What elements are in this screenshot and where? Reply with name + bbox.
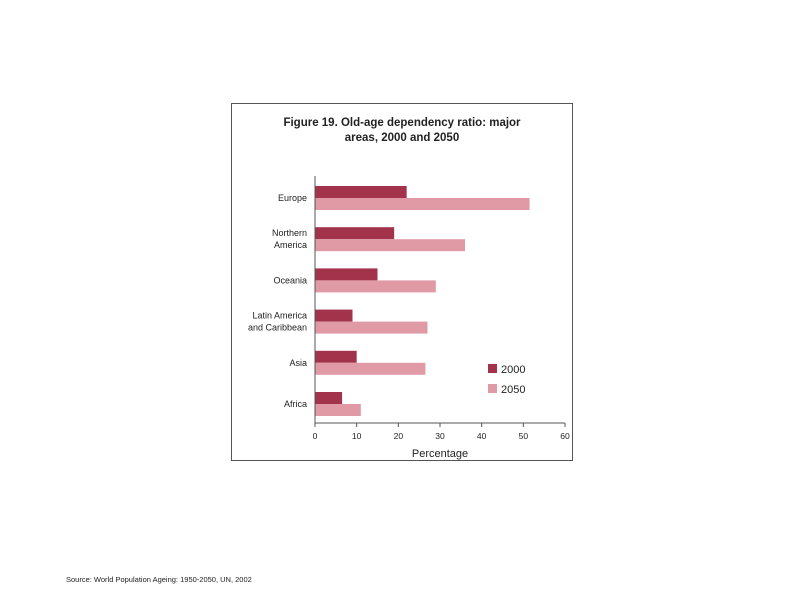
- bar-2000-4: [315, 350, 357, 363]
- x-axis-title: Percentage: [412, 448, 468, 460]
- bar-2050-0: [315, 198, 530, 210]
- bar-2000-3: [315, 309, 353, 322]
- chart-title-line-1: Figure 19. Old-age dependency ratio: maj…: [283, 117, 521, 129]
- x-tick-label-3: 30: [435, 431, 445, 441]
- bar-chart: Figure 19. Old-age dependency ratio: maj…: [248, 117, 570, 460]
- bar-2050-4: [315, 362, 426, 375]
- x-tick-label-1: 10: [352, 431, 362, 441]
- bar-2000-1: [315, 227, 395, 240]
- bar-2000-5: [315, 392, 343, 404]
- category-label-5-0: Africa: [284, 399, 307, 409]
- category-label-3-0: Latin America: [252, 311, 307, 321]
- legend-label-2000: 2000: [501, 364, 525, 376]
- category-label-3-1: and Caribbean: [248, 323, 307, 333]
- bar-2000-2: [315, 268, 378, 281]
- bar-2050-5: [315, 404, 361, 416]
- category-label-4-0: Asia: [289, 358, 307, 368]
- legend-swatch-2050: [488, 384, 497, 393]
- x-tick-label-4: 40: [477, 431, 487, 441]
- x-tick-label-2: 20: [394, 431, 404, 441]
- x-tick-label-5: 50: [519, 431, 529, 441]
- bar-2050-2: [315, 280, 436, 293]
- category-label-2-0: Oceania: [273, 275, 307, 285]
- x-tick-label-0: 0: [313, 431, 318, 441]
- source-note: Source: World Population Ageing: 1950-20…: [66, 575, 252, 584]
- category-label-1-0: Northern: [272, 228, 307, 238]
- bar-2050-1: [315, 239, 465, 252]
- legend-label-2050: 2050: [501, 384, 525, 396]
- category-label-0-0: Europe: [278, 193, 307, 203]
- x-tick-label-6: 60: [560, 431, 570, 441]
- figure-frame: Figure 19. Old-age dependency ratio: maj…: [231, 103, 573, 461]
- category-label-1-1: America: [274, 240, 307, 250]
- bar-2050-3: [315, 321, 428, 334]
- bar-2000-0: [315, 186, 407, 198]
- legend-swatch-2000: [488, 364, 497, 373]
- chart-title-line-2: areas, 2000 and 2050: [345, 132, 459, 144]
